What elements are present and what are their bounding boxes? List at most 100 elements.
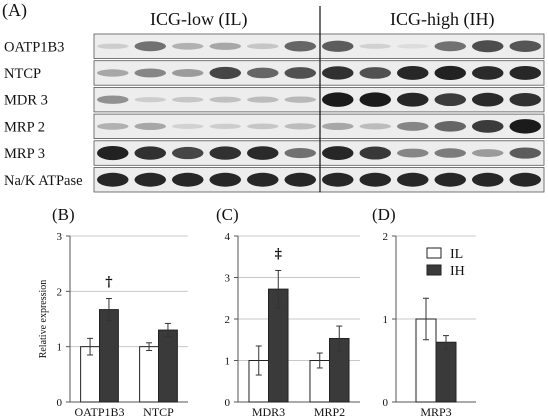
legend-swatch-ih (426, 264, 442, 276)
blot-strip (93, 87, 545, 113)
blot-band (472, 92, 504, 107)
blot-row-label: OATP1B3 (4, 39, 64, 55)
blot-band (172, 96, 204, 103)
y-tick-label: 4 (225, 231, 231, 243)
blot-band (97, 43, 129, 49)
blot-band (322, 66, 354, 80)
blot-row-label: MRP 2 (4, 119, 45, 135)
blot-band (472, 172, 504, 187)
blot-band (434, 65, 466, 81)
blot-band (472, 119, 504, 133)
x-tick-label: MDR3 (252, 405, 285, 419)
blot-band (397, 92, 429, 107)
y-axis-label: Relative expression (38, 280, 49, 359)
x-tick-label: OATP1B3 (74, 405, 124, 419)
panel-label: (B) (52, 205, 75, 224)
blot-band (509, 147, 541, 159)
blot-band (134, 68, 166, 78)
bar-il-ntcp (139, 346, 159, 403)
blot-band (209, 96, 241, 103)
group-high-label: ICG-high (IH) (390, 9, 495, 29)
blot-band (97, 69, 129, 77)
blot-band (172, 42, 204, 50)
blot-band (434, 93, 466, 107)
blot-band (209, 172, 241, 187)
x-tick-label: MRP3 (420, 405, 451, 419)
blot-band (134, 41, 166, 52)
blot-strip (93, 113, 545, 139)
blot-band (284, 96, 316, 103)
panel-a-label: (A) (2, 0, 27, 20)
blot-band (322, 40, 354, 52)
blot-band (397, 121, 429, 131)
blot-band (97, 145, 129, 161)
blot-image: OATP1B3 NTCP MDR 3 MRP 2 MRP 3 Na/K ATPase (4, 6, 545, 193)
bar-ih-mrp3 (435, 341, 457, 403)
blot-band (397, 148, 429, 158)
blot-band (322, 146, 354, 160)
y-tick-label: 3 (57, 231, 63, 243)
y-tick-label: 0 (383, 397, 389, 409)
blot-band (172, 172, 204, 187)
blot-band (134, 172, 166, 187)
blot-row-label: MRP 3 (4, 146, 45, 162)
blot-band (434, 172, 466, 187)
panel-label: (D) (372, 205, 396, 224)
blot-band (247, 172, 279, 187)
blot-band (472, 40, 504, 53)
bar-ih-oatp1b3 (99, 309, 119, 403)
blot-band (509, 92, 541, 107)
x-tick-label: NTCP (143, 405, 174, 419)
blot-band (434, 148, 466, 158)
blot-band (97, 95, 129, 104)
blot-band (509, 119, 541, 134)
blot-band (284, 123, 316, 130)
significance-marker: † (105, 275, 112, 291)
blot-band (359, 92, 391, 107)
y-tick-label: 2 (225, 314, 231, 326)
blot-band (209, 123, 241, 130)
blot-band (247, 146, 279, 160)
y-tick-label: 1 (383, 314, 389, 326)
blot-strip (93, 33, 545, 59)
blot-row-label: MDR 3 (4, 93, 48, 109)
blot-band (284, 40, 316, 52)
blot-band (97, 122, 129, 130)
blot-band (322, 92, 354, 107)
blot-band (434, 41, 466, 52)
blot-band (209, 42, 241, 50)
blot-band (359, 123, 391, 130)
blot-band (209, 66, 241, 80)
y-tick-label: 2 (383, 231, 389, 243)
blot-band (359, 67, 391, 79)
legend-label-il: IL (450, 247, 463, 262)
blot-strip (93, 60, 545, 86)
blot-band (247, 43, 279, 50)
blot-band (472, 149, 504, 157)
blot-band (472, 66, 504, 80)
blot-band (284, 148, 316, 159)
y-tick-label: 1 (57, 342, 63, 354)
blot-band (397, 43, 429, 49)
blot-band (359, 43, 391, 49)
blot-band (359, 172, 391, 187)
significance-marker: ‡ (275, 246, 282, 262)
y-tick-label: 3 (225, 273, 231, 285)
blot-band (247, 123, 279, 130)
blot-band (172, 123, 204, 129)
x-tick-label: MRP2 (314, 405, 345, 419)
blot-band (209, 146, 241, 160)
panel-label: (C) (216, 205, 239, 224)
blot-band (509, 66, 541, 80)
legend-swatch-il (426, 247, 442, 259)
blot-strip (93, 140, 545, 166)
legend-label-ih: IH (450, 264, 465, 279)
blot-strip (93, 167, 545, 193)
bar-ih-ntcp (158, 329, 178, 403)
y-tick-label: 0 (225, 397, 231, 409)
blot-band (284, 67, 316, 79)
blot-band (134, 122, 166, 130)
y-tick-label: 2 (57, 286, 63, 298)
blot-band (247, 96, 279, 103)
